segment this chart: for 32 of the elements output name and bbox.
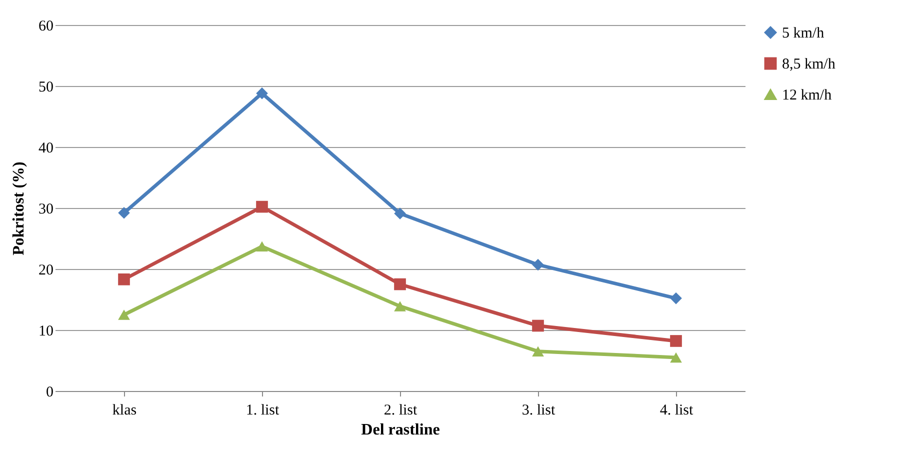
y-tick-label: 40 bbox=[38, 140, 54, 156]
y-axis-title: Pokritost (%) bbox=[10, 162, 28, 256]
point bbox=[118, 273, 130, 286]
point bbox=[256, 200, 268, 213]
legend-label: 12 km/h bbox=[782, 88, 832, 104]
point bbox=[256, 241, 268, 252]
point bbox=[118, 310, 130, 320]
y-tick-label: 50 bbox=[38, 80, 54, 96]
point bbox=[394, 301, 406, 312]
point bbox=[670, 292, 682, 304]
y-tick-label: 20 bbox=[38, 262, 54, 278]
y-tick-label: 60 bbox=[38, 18, 54, 34]
point bbox=[532, 258, 544, 271]
legend-label: 5 km/h bbox=[782, 26, 825, 42]
point bbox=[670, 352, 682, 363]
point bbox=[118, 206, 130, 219]
point bbox=[532, 346, 544, 356]
point bbox=[394, 208, 406, 220]
point bbox=[532, 320, 544, 332]
y-tick-label: 0 bbox=[46, 384, 54, 400]
x-tick-label: klas bbox=[112, 402, 137, 418]
point bbox=[394, 278, 406, 290]
x-tick-label: 2. list bbox=[384, 402, 418, 418]
x-axis-title: Del rastline bbox=[361, 422, 440, 438]
legend-label: 8,5 km/h bbox=[782, 56, 836, 72]
point bbox=[256, 87, 268, 100]
x-tick-label: 1. list bbox=[246, 402, 280, 418]
x-tick-label: 3. list bbox=[522, 402, 556, 418]
point bbox=[670, 335, 682, 347]
y-tick-label: 10 bbox=[38, 324, 54, 340]
y-tick-label: 30 bbox=[38, 202, 54, 218]
x-tick-label: 4. list bbox=[660, 402, 694, 418]
